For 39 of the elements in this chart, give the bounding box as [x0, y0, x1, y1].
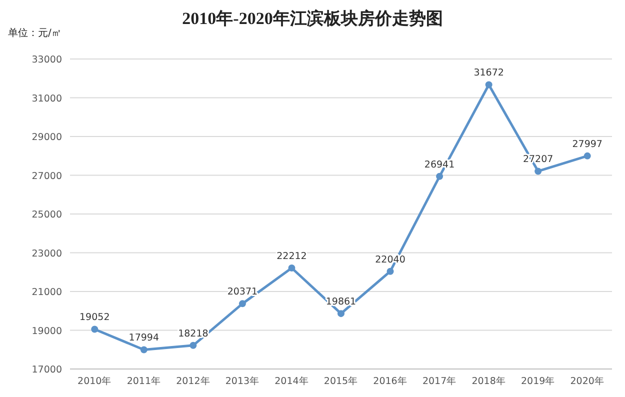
x-tick-label: 2011年	[126, 375, 162, 387]
data-label: 31672	[474, 68, 504, 79]
data-label: 20371	[227, 286, 258, 298]
y-tick-label: 21000	[32, 287, 62, 298]
x-tick-label: 2013年	[225, 375, 260, 387]
x-tick-label: 2016年	[373, 375, 408, 387]
x-tick-label: 2018年	[472, 375, 506, 387]
point	[436, 172, 444, 180]
y-tick-label: 17000	[32, 364, 62, 376]
point	[91, 326, 98, 333]
y-axis-title: 单位：元/㎡	[8, 27, 62, 39]
chart-title: 2010年-2020年江滨板块房价走势图	[182, 9, 443, 28]
data-label: 19052	[80, 312, 110, 324]
x-tick-label: 2019年	[520, 375, 556, 387]
y-tick-label: 31000	[32, 93, 62, 104]
data-label: 27997	[572, 138, 602, 150]
y-tick-label: 27000	[32, 170, 62, 182]
x-tick-label: 2012年	[176, 375, 210, 387]
y-tick-label: 25000	[32, 210, 62, 220]
y-tick-label: 23000	[32, 248, 62, 260]
point	[534, 168, 542, 175]
point	[190, 342, 197, 349]
point	[140, 346, 148, 354]
x-tick-label: 2017年	[422, 375, 457, 387]
point	[485, 81, 492, 88]
y-tick-label: 29000	[32, 132, 62, 143]
point	[238, 300, 246, 308]
x-tick-label: 2010年	[78, 375, 112, 387]
point	[288, 264, 296, 272]
data-label: 22212	[276, 251, 307, 262]
point	[584, 152, 591, 160]
data-label: 17994	[128, 332, 160, 344]
y-tick-label: 19000	[32, 326, 62, 337]
x-tick-label: 2015年	[324, 375, 358, 387]
point	[338, 310, 344, 318]
x-tick-label: 2014年	[274, 375, 309, 387]
x-tick-label: 2020年	[570, 375, 604, 387]
point	[386, 268, 394, 275]
y-tick-label: 33000	[32, 54, 62, 66]
